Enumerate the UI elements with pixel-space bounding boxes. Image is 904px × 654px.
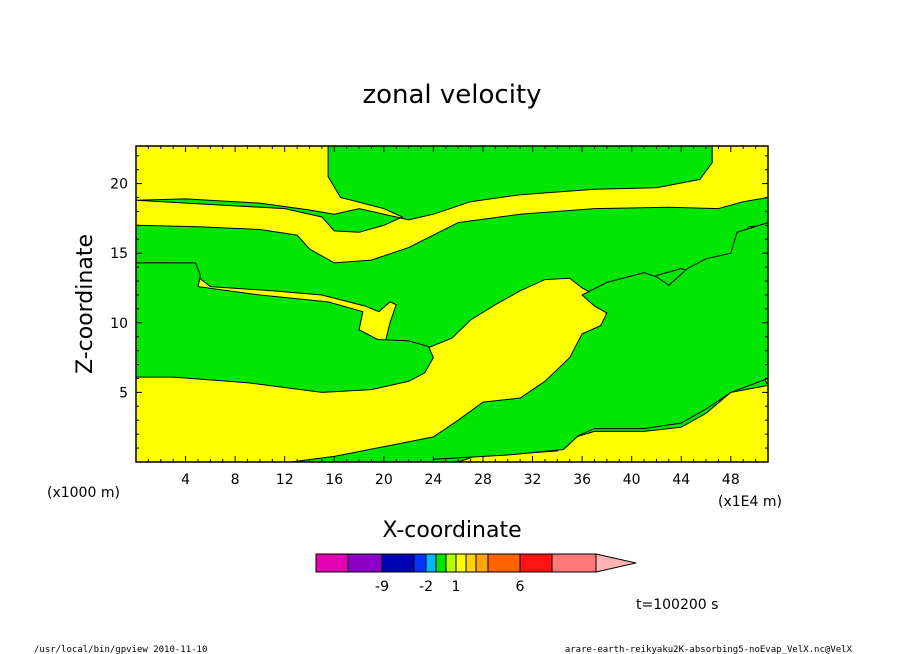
contour-region-1 xyxy=(135,145,713,233)
y-tick-label: 5 xyxy=(119,385,128,401)
y-tick-label: 15 xyxy=(110,246,128,262)
colorbar-segment xyxy=(519,553,553,573)
y-axis: 5 10 15 20 xyxy=(110,155,768,449)
colorbar-segment xyxy=(435,553,447,573)
colorbar-extension-arrow xyxy=(595,553,637,573)
x-tick-label: 48 xyxy=(722,472,740,488)
x-tick-label: 28 xyxy=(474,472,492,488)
contour-regions xyxy=(135,145,769,463)
colorbar-tick-label: -9 xyxy=(375,579,389,595)
contour-region-3 xyxy=(135,262,434,393)
colorbar-segment xyxy=(475,553,489,573)
x-tick-label: 40 xyxy=(623,472,641,488)
footer-left: /usr/local/bin/gpview 2010-11-10 xyxy=(34,645,207,654)
x-tick-label: 32 xyxy=(524,472,542,488)
time-label: t=100200 s xyxy=(636,597,718,613)
colorbar-segment xyxy=(487,553,521,573)
colorbar-segment xyxy=(445,553,457,573)
x-unit-label: (x1E4 m) xyxy=(718,494,782,510)
x-axis: 4 8 12 16 20 24 28 32 36 40 44 48 xyxy=(147,146,757,488)
colorbar-segment xyxy=(425,553,437,573)
x-tick-label: 16 xyxy=(325,472,343,488)
x-tick-label: 20 xyxy=(375,472,393,488)
x-axis-title: X-coordinate xyxy=(382,518,521,543)
y-tick-label: 10 xyxy=(110,316,128,332)
colorbar-segment xyxy=(347,553,383,573)
colorbar: -9 -2 1 6 xyxy=(315,553,637,595)
x-tick-label: 24 xyxy=(424,472,442,488)
footer-right: arare-earth-reikyaku2K-absorbing5-noEvap… xyxy=(565,645,853,654)
contour-region-4 xyxy=(290,221,769,463)
colorbar-segment xyxy=(381,553,415,573)
x-tick-label: 8 xyxy=(231,472,240,488)
x-tick-label: 36 xyxy=(573,472,591,488)
colorbar-tick-label: 6 xyxy=(516,579,525,595)
colorbar-segment xyxy=(455,553,467,573)
y-axis-title: Z-coordinate xyxy=(73,234,98,374)
colorbar-tick-label: -2 xyxy=(419,579,433,595)
colorbar-segment xyxy=(315,553,349,573)
plot-frame xyxy=(135,145,769,463)
colorbar-segment xyxy=(413,553,427,573)
colorbar-segment xyxy=(551,553,597,573)
x-tick-label: 12 xyxy=(276,472,294,488)
y-unit-label: (x1000 m) xyxy=(47,485,120,501)
y-tick-label: 20 xyxy=(110,177,128,193)
x-tick-label: 4 xyxy=(181,472,190,488)
chart-title: zonal velocity xyxy=(362,80,541,110)
x-tick-label: 44 xyxy=(672,472,690,488)
colorbar-tick-label: 1 xyxy=(452,579,461,595)
colorbar-segment xyxy=(465,553,477,573)
